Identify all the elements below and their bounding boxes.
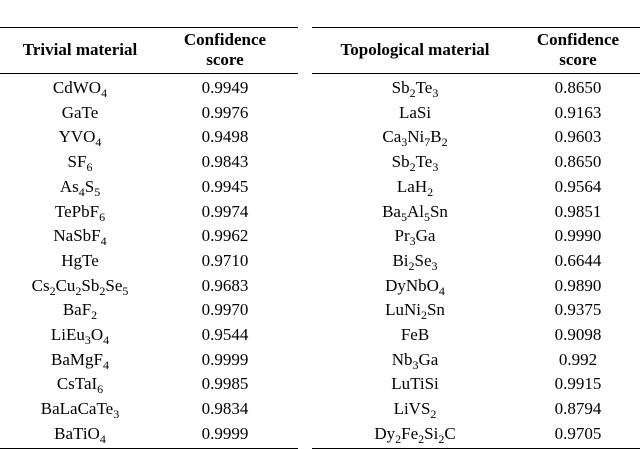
material-cell: Ca3Ni7B2 <box>382 127 448 150</box>
material-cell: BaF2 <box>62 300 98 323</box>
material-cell: Bi2Se3 <box>392 250 438 273</box>
score-cell: 0.9976 <box>201 102 249 122</box>
material-cell: Dy2Fe2Si2C <box>374 423 456 446</box>
material-cell: YVO4 <box>58 127 102 150</box>
material-cell: As4S5 <box>59 176 101 199</box>
score-cell: 0.9705 <box>554 423 602 443</box>
header-rule <box>0 73 298 74</box>
material-cell: Nb3Ga <box>391 349 439 372</box>
column-header: Topological material <box>340 40 490 59</box>
score-cell: 0.9999 <box>201 349 249 369</box>
score-cell: 0.9843 <box>201 152 249 172</box>
score-cell: 0.9851 <box>554 201 602 221</box>
material-cell: Sb2Te3 <box>391 78 439 100</box>
score-cell: 0.9375 <box>554 300 602 320</box>
material-cell: NaSbF4 <box>53 226 107 249</box>
score-cell: 0.9603 <box>554 127 602 147</box>
score-cell: 0.9098 <box>554 325 602 344</box>
material-cell: Cs2Cu2Sb2Se5 <box>31 275 129 298</box>
score-cell: 0.9962 <box>201 226 249 246</box>
score-cell: 0.6644 <box>554 250 602 270</box>
score-cell: 0.9163 <box>554 102 602 122</box>
score-cell: 0.9498 <box>201 127 249 147</box>
material-cell: BaMgF4 <box>51 349 109 372</box>
material-cell: SF6 <box>67 152 93 175</box>
score-cell: 0.9834 <box>201 399 249 419</box>
score-cell: 0.9974 <box>201 201 249 221</box>
material-cell: Sb2Te3 <box>391 152 439 175</box>
score-cell: 0.9915 <box>554 374 602 394</box>
material-cell: CdWO4 <box>52 78 108 100</box>
material-cell: LiVS2 <box>393 399 437 422</box>
table: Trivial material Confidence score CdWO4 0.9… <box>0 27 298 449</box>
score-cell: 0.8650 <box>554 78 602 97</box>
column-header: Trivial material <box>22 40 138 59</box>
material-cell: HgTe <box>61 250 99 270</box>
score-cell: 0.8794 <box>554 399 602 419</box>
material-cell: BaLaCaTe3 <box>40 399 120 422</box>
material-cell: DyNbO4 <box>385 275 445 298</box>
column-header: Confidence score <box>536 30 620 69</box>
score-cell: 0.8650 <box>554 152 602 172</box>
score-cell: 0.9683 <box>201 275 249 295</box>
header-rule <box>312 73 640 74</box>
material-cell: BaTiO4 <box>54 423 106 446</box>
material-cell: Ba5Al5Sn <box>382 201 448 224</box>
score-cell: 0.9945 <box>201 176 249 196</box>
score-cell: 0.9710 <box>201 250 249 270</box>
material-cell: LaH2 <box>396 176 434 199</box>
material-cell: FeB <box>400 325 430 344</box>
score-cell: 0.992 <box>558 349 598 369</box>
score-cell: 0.9999 <box>201 423 249 443</box>
material-cell: LuTiSi <box>391 374 439 394</box>
material-cell: LiEu3O4 <box>50 325 110 347</box>
material-cell: Pr3Ga <box>394 226 436 249</box>
material-cell: LuNi2Sn <box>385 300 445 323</box>
score-cell: 0.9544 <box>201 325 249 344</box>
material-cell: TePbF6 <box>54 201 106 224</box>
column-header: Confidence score <box>183 30 267 69</box>
score-cell: 0.9985 <box>201 374 249 394</box>
table: Topological material Confidence score Sb2T… <box>312 27 640 449</box>
score-cell: 0.9564 <box>554 176 602 196</box>
score-cell: 0.9949 <box>201 78 249 97</box>
score-cell: 0.9990 <box>554 226 602 246</box>
material-cell: LaSi <box>398 102 432 122</box>
score-cell: 0.9970 <box>201 300 249 320</box>
material-cell: GaTe <box>61 102 99 122</box>
score-cell: 0.9890 <box>554 275 602 295</box>
material-cell: CsTaI6 <box>56 374 104 397</box>
